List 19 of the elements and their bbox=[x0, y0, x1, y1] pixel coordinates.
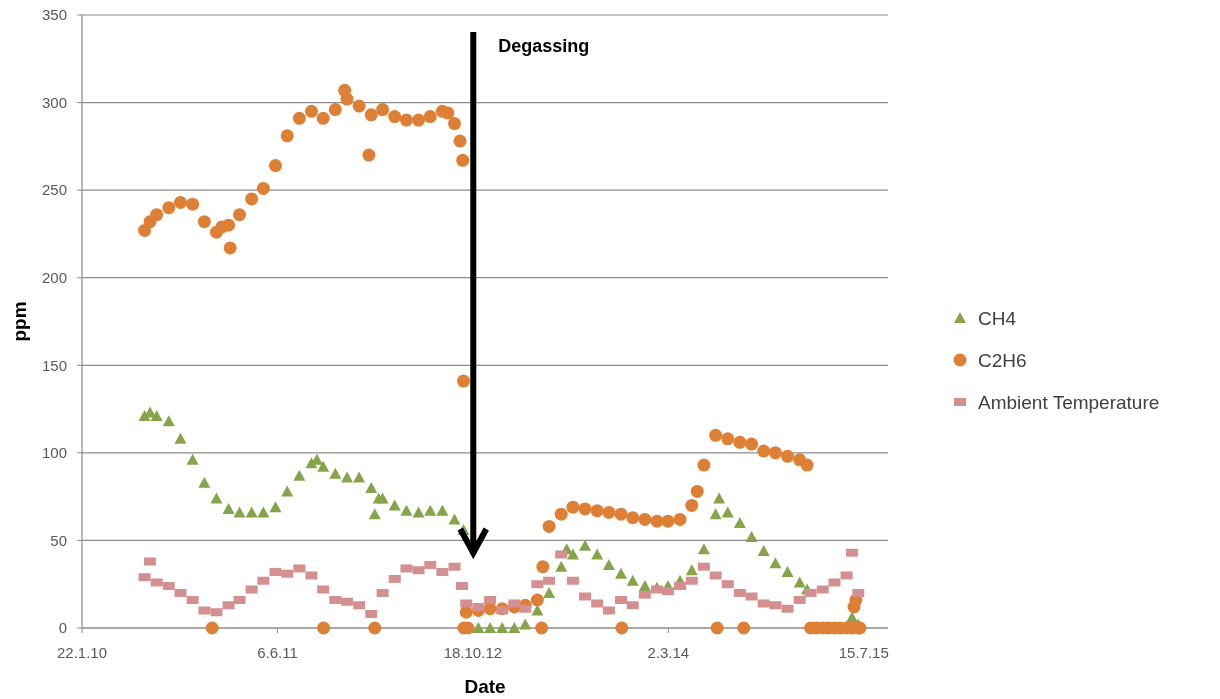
y-axis-title: ppm bbox=[9, 301, 30, 342]
y-tick-label: 150 bbox=[41, 356, 67, 374]
legend-label: CH4 bbox=[978, 307, 1017, 329]
x-tick-label: 22.1.10 bbox=[56, 644, 108, 661]
legend-label: C2H6 bbox=[978, 349, 1027, 371]
y-tick-label: 250 bbox=[41, 181, 67, 199]
x-tick-label: 15.7.15 bbox=[838, 644, 889, 661]
x-tick-label: 18.10.12 bbox=[443, 644, 503, 661]
y-tick-label: 50 bbox=[50, 531, 67, 549]
legend-label: Ambient Temperature bbox=[978, 391, 1160, 413]
x-tick-label: 2.3.14 bbox=[647, 644, 690, 661]
y-tick-label: 0 bbox=[58, 619, 67, 637]
y-tick-label: 100 bbox=[41, 444, 67, 462]
ref-line-label: Degassing bbox=[498, 36, 590, 56]
y-tick-label: 350 bbox=[41, 6, 67, 24]
y-tick-label: 300 bbox=[41, 93, 67, 111]
x-axis-title: Date bbox=[464, 676, 506, 697]
y-tick-label: 200 bbox=[41, 268, 67, 286]
x-tick-label: 6.6.11 bbox=[257, 644, 298, 661]
